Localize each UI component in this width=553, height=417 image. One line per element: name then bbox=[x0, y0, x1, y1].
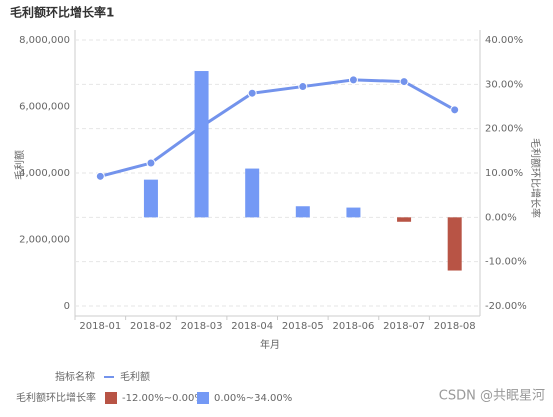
legend-label: 毛利额 bbox=[120, 370, 150, 383]
x-tick-label: 2018-02 bbox=[130, 321, 172, 332]
point bbox=[146, 158, 156, 168]
legend-swatch bbox=[197, 392, 209, 404]
bar bbox=[245, 168, 260, 218]
bar bbox=[295, 206, 310, 218]
point bbox=[399, 77, 409, 87]
bar bbox=[143, 179, 158, 218]
x-tick-label: 2018-01 bbox=[79, 321, 121, 332]
bar bbox=[447, 217, 462, 271]
y-tick-label: 2,000,000 bbox=[19, 235, 70, 246]
point bbox=[348, 75, 358, 85]
bar bbox=[397, 217, 412, 222]
watermark: CSDN @共眠星河 bbox=[439, 389, 545, 404]
bar bbox=[346, 207, 361, 218]
point bbox=[247, 88, 257, 98]
legend-label: 0.00%~34.00% bbox=[214, 393, 292, 404]
y2-tick-label: -10.00% bbox=[485, 257, 527, 268]
x-axis-title: 年月 bbox=[260, 338, 280, 351]
y2-axis-title: 毛利额环比增长率 bbox=[529, 138, 542, 218]
x-tick-label: 2018-05 bbox=[282, 321, 324, 332]
legend-title: 指标名称 bbox=[55, 370, 95, 383]
legend-swatch bbox=[105, 392, 117, 404]
y2-tick-label: 20.00% bbox=[485, 124, 523, 135]
x-tick-label: 2018-06 bbox=[333, 321, 375, 332]
y-tick-label: 0 bbox=[64, 301, 70, 312]
y2-tick-label: -20.00% bbox=[485, 301, 527, 312]
y-tick-label: 8,000,000 bbox=[19, 35, 70, 46]
line bbox=[99, 78, 456, 178]
legend-title: 毛利额环比增长率 bbox=[16, 391, 96, 404]
x-tick-label: 2018-08 bbox=[434, 321, 476, 332]
bar bbox=[194, 71, 209, 218]
legend-label: -12.00%~0.00% bbox=[122, 393, 204, 404]
x-tick-label: 2018-03 bbox=[181, 321, 223, 332]
point bbox=[95, 171, 105, 181]
y2-tick-label: 10.00% bbox=[485, 168, 523, 179]
y-tick-label: 4,000,000 bbox=[19, 168, 70, 179]
y-axis-title: 毛利额 bbox=[13, 150, 26, 180]
x-tick-label: 2018-04 bbox=[231, 321, 273, 332]
y2-tick-label: 40.00% bbox=[485, 35, 523, 46]
point bbox=[450, 105, 460, 115]
y-tick-label: 6,000,000 bbox=[19, 102, 70, 113]
x-tick-label: 2018-07 bbox=[383, 321, 425, 332]
y2-tick-label: 0.00% bbox=[485, 212, 517, 223]
y2-tick-label: 30.00% bbox=[485, 79, 523, 90]
point bbox=[298, 82, 308, 92]
chart-title: 毛利额环比增长率1 bbox=[10, 5, 114, 20]
